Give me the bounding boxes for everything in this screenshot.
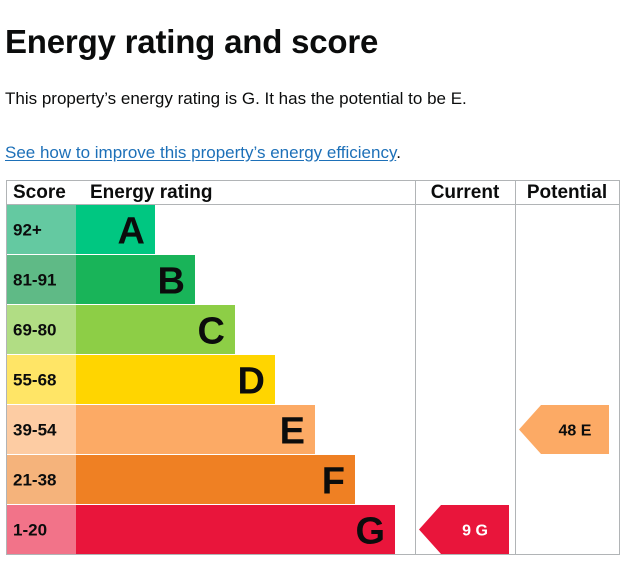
rating-bar-e (76, 405, 315, 454)
potential-column-header: Potential (527, 182, 607, 203)
score-cell-a (7, 205, 77, 254)
chart-flags: 9 G 48 E (419, 405, 609, 554)
rating-letter-c: C (198, 311, 225, 353)
rating-letter-e: E (280, 411, 305, 453)
rating-bar-c (76, 305, 235, 354)
chart-headers: Score Energy rating Current Potential (13, 182, 607, 203)
potential-flag-label: 48 E (559, 423, 592, 440)
score-range-e: 39-54 (13, 421, 57, 440)
rating-bar-g (76, 505, 395, 554)
score-cell-c (7, 305, 77, 354)
score-range-f: 21-38 (13, 471, 56, 490)
improve-efficiency-link[interactable]: See how to improve this property’s energ… (5, 143, 397, 162)
rating-summary: This property’s energy rating is G. It h… (5, 89, 467, 108)
chart-frame (6, 180, 620, 555)
current-flag-label: 9 G (462, 523, 488, 540)
rating-letter-b: B (158, 261, 185, 303)
chart-bands: 92+ A 81-91 B 69-80 C 55-68 D 39-54 E 21-38 F 1-20 G (7, 205, 395, 554)
rating-letter-a: A (118, 211, 145, 253)
rating-bar-f (76, 455, 355, 504)
rating-bar-d (76, 355, 275, 404)
potential-flag (519, 405, 609, 454)
energy-rating-column-header: Energy rating (90, 182, 212, 203)
rating-letter-f: F (322, 461, 345, 503)
rating-bar-a (76, 205, 155, 254)
score-range-a: 92+ (13, 221, 42, 240)
rating-letter-g: G (355, 511, 385, 553)
current-flag (419, 505, 509, 554)
score-cell-b (7, 255, 77, 304)
improve-link-suffix: . (396, 143, 401, 162)
rating-letter-d: D (238, 361, 265, 403)
improve-paragraph: See how to improve this property’s energ… (5, 141, 401, 165)
rating-bar-b (76, 255, 195, 304)
page-title: Energy rating and score (5, 23, 379, 61)
score-range-b: 81-91 (13, 271, 56, 290)
current-column-header: Current (431, 182, 500, 203)
score-range-c: 69-80 (13, 321, 56, 340)
score-range-d: 55-68 (13, 371, 56, 390)
score-column-header: Score (13, 182, 66, 203)
score-range-g: 1-20 (13, 521, 47, 540)
score-cell-g (7, 505, 77, 554)
score-cell-f (7, 455, 77, 504)
chart-grid (6, 180, 620, 555)
score-cell-d (7, 355, 77, 404)
score-cell-e (7, 405, 77, 454)
